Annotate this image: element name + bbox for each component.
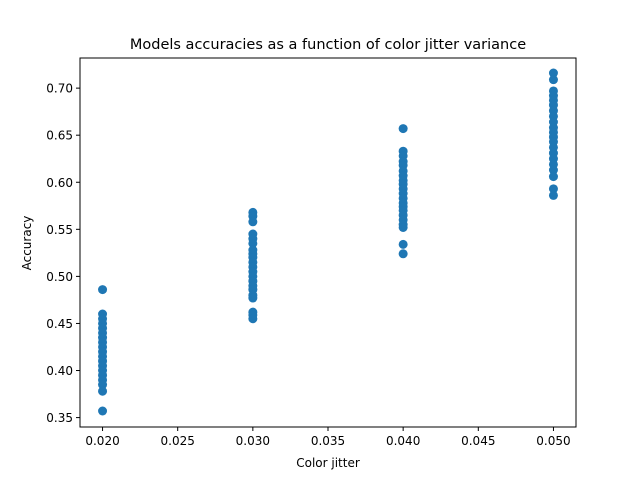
- data-point: [548, 75, 558, 85]
- y-tick-label: 0.70: [46, 82, 73, 96]
- data-point: [548, 68, 558, 78]
- data-point: [98, 285, 108, 295]
- data-point: [248, 314, 258, 324]
- data-point: [548, 184, 558, 194]
- y-tick-label: 0.65: [46, 129, 73, 143]
- data-point: [248, 217, 258, 227]
- y-tick-label: 0.60: [46, 176, 73, 190]
- data-points: [98, 68, 558, 416]
- x-tick-label: 0.030: [236, 434, 270, 448]
- data-point: [98, 406, 108, 416]
- y-tick-label: 0.40: [46, 364, 73, 378]
- x-axis-label: Color jitter: [296, 456, 360, 470]
- data-point: [248, 238, 258, 248]
- y-tick-label: 0.45: [46, 317, 73, 331]
- data-point: [248, 293, 258, 303]
- chart-title: Models accuracies as a function of color…: [130, 37, 526, 53]
- data-point: [548, 172, 558, 182]
- x-tick-label: 0.035: [311, 434, 345, 448]
- data-point: [398, 249, 408, 259]
- data-point: [548, 190, 558, 200]
- y-tick-label: 0.50: [46, 270, 73, 284]
- x-tick-label: 0.050: [536, 434, 570, 448]
- plot-area-frame: [79, 57, 577, 428]
- data-point: [98, 386, 108, 396]
- x-axis-ticks: 0.020 0.025 0.030 0.035 0.040 0.045 0.050: [85, 427, 571, 448]
- data-point: [398, 124, 408, 134]
- x-tick-label: 0.045: [461, 434, 495, 448]
- data-point: [398, 239, 408, 249]
- y-tick-label: 0.35: [46, 411, 73, 425]
- data-point: [98, 380, 108, 390]
- x-tick-label: 0.020: [85, 434, 119, 448]
- x-tick-label: 0.040: [386, 434, 420, 448]
- x-tick-label: 0.025: [161, 434, 195, 448]
- y-tick-label: 0.55: [46, 223, 73, 237]
- y-axis-label: Accuracy: [20, 216, 34, 271]
- data-point: [398, 222, 408, 232]
- data-point: [548, 165, 558, 175]
- y-axis-ticks: 0.35 0.40 0.45 0.50 0.55 0.60 0.65 0.70: [46, 82, 80, 425]
